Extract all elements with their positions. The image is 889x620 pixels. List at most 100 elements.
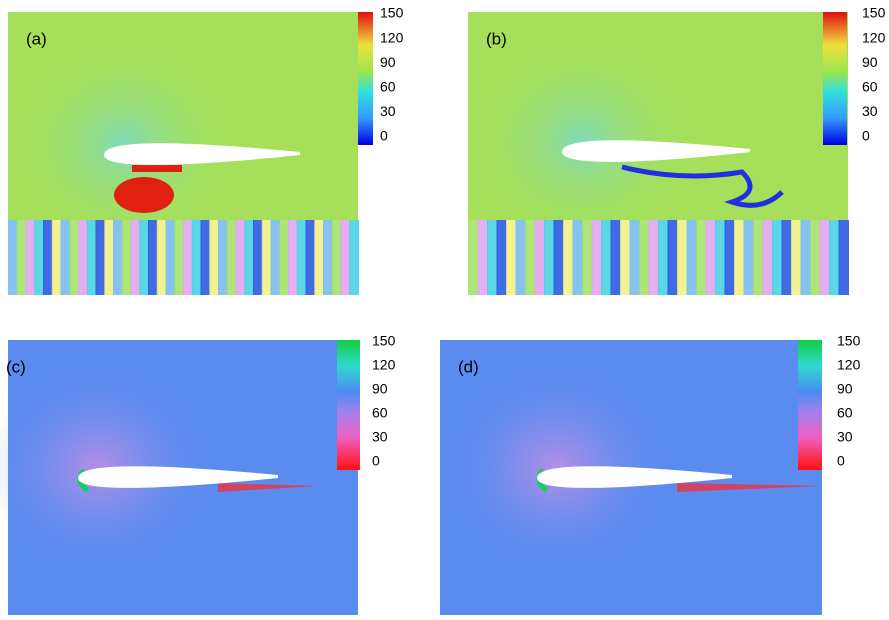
colorbar-tick-label: 120 xyxy=(372,357,396,373)
noise-strip xyxy=(535,220,546,295)
noise-strip xyxy=(271,220,281,295)
separation-zone xyxy=(132,165,182,172)
noise-strip xyxy=(487,220,498,295)
noise-strip xyxy=(525,220,536,295)
panel-label: (c) xyxy=(6,357,26,376)
noise-strip xyxy=(687,220,698,295)
noise-strip xyxy=(87,220,97,295)
noise-strip xyxy=(677,220,688,295)
figure: (a)1501209060300(b)1501209060300(c)15012… xyxy=(0,0,889,620)
colorbar-tick-label: 90 xyxy=(372,381,388,397)
colorbar xyxy=(358,12,373,145)
noise-strip xyxy=(839,220,850,295)
noise-strip xyxy=(78,220,88,295)
noise-strip xyxy=(478,220,489,295)
noise-strip xyxy=(668,220,679,295)
noise-strip xyxy=(157,220,167,295)
noise-strip xyxy=(772,220,783,295)
noise-strip xyxy=(218,220,228,295)
noise-strip xyxy=(279,220,289,295)
noise-strip xyxy=(829,220,840,295)
noise-strip xyxy=(516,220,527,295)
noise-strip xyxy=(34,220,44,295)
colorbar-tick-label: 120 xyxy=(380,29,404,45)
noise-strip xyxy=(332,220,342,295)
noise-strip xyxy=(166,220,176,295)
noise-strip xyxy=(744,220,755,295)
noise-strip xyxy=(122,220,132,295)
colorbar-tick-label: 150 xyxy=(837,333,861,349)
panel-label: (d) xyxy=(458,357,479,376)
noise-strip xyxy=(183,220,193,295)
noise-strip xyxy=(131,220,141,295)
colorbar xyxy=(337,340,360,470)
colorbar-tick-label: 0 xyxy=(380,128,388,144)
panel: (c)1501209060300 xyxy=(0,333,396,615)
noise-strip xyxy=(582,220,593,295)
noise-strip xyxy=(314,220,324,295)
noise-strip xyxy=(104,220,114,295)
separation-zone xyxy=(114,177,174,213)
noise-strip xyxy=(801,220,812,295)
colorbar-tick-label: 150 xyxy=(380,5,404,21)
noise-strip xyxy=(148,220,158,295)
noise-strip xyxy=(497,220,508,295)
noise-strip xyxy=(554,220,565,295)
colorbar-tick-label: 60 xyxy=(372,405,388,421)
noise-strip xyxy=(227,220,237,295)
noise-strip xyxy=(725,220,736,295)
noise-strip xyxy=(468,220,479,295)
noise-strip xyxy=(620,220,631,295)
noise-strip xyxy=(192,220,202,295)
noise-strip xyxy=(306,220,316,295)
noise-strip xyxy=(26,220,36,295)
noise-strip xyxy=(630,220,641,295)
colorbar-tick-label: 60 xyxy=(862,79,878,95)
noise-strip xyxy=(349,220,359,295)
colorbar-tick-label: 90 xyxy=(837,381,853,397)
noise-strip xyxy=(810,220,821,295)
noise-strip xyxy=(253,220,263,295)
noise-strip xyxy=(573,220,584,295)
noise-strip xyxy=(782,220,793,295)
noise-strip xyxy=(244,220,254,295)
colorbar-tick-label: 150 xyxy=(862,5,886,21)
noise-strip xyxy=(52,220,62,295)
noise-strip xyxy=(323,220,333,295)
noise-strip xyxy=(563,220,574,295)
noise-strip xyxy=(753,220,764,295)
noise-strip xyxy=(696,220,707,295)
panel: (d)1501209060300 xyxy=(440,333,861,615)
noise-strip xyxy=(601,220,612,295)
noise-strip xyxy=(69,220,79,295)
noise-strip xyxy=(544,220,555,295)
noise-strip xyxy=(341,220,351,295)
noise-strip xyxy=(715,220,726,295)
colorbar-tick-label: 0 xyxy=(837,453,845,469)
colorbar xyxy=(823,12,847,145)
noise-strip xyxy=(506,220,517,295)
noise-strip xyxy=(639,220,650,295)
colorbar xyxy=(798,340,822,470)
noise-strip xyxy=(61,220,71,295)
noise-strip xyxy=(649,220,660,295)
noise-strip xyxy=(297,220,307,295)
colorbar-tick-label: 150 xyxy=(372,333,396,349)
noise-strip xyxy=(706,220,717,295)
panel: (b)1501209060300 xyxy=(468,5,886,295)
panel: (a) 150 120 90 60 30 0 xyxy=(8,5,404,295)
colorbar-tick-label: 120 xyxy=(837,357,861,373)
colorbar-tick-label: 0 xyxy=(862,128,870,144)
noise-strip xyxy=(96,220,106,295)
noise-strip xyxy=(43,220,53,295)
colorbar-tick-label: 90 xyxy=(380,54,396,70)
noise-strip xyxy=(288,220,298,295)
noise-strip xyxy=(791,220,802,295)
colorbar-tick-label: 30 xyxy=(380,103,396,119)
noise-strip xyxy=(17,220,27,295)
noise-strip xyxy=(201,220,211,295)
colorbar-tick-label: 60 xyxy=(380,79,396,95)
colorbar-tick-label: 0 xyxy=(372,453,380,469)
noise-strip xyxy=(8,220,18,295)
panel-label: (a) xyxy=(26,29,47,48)
